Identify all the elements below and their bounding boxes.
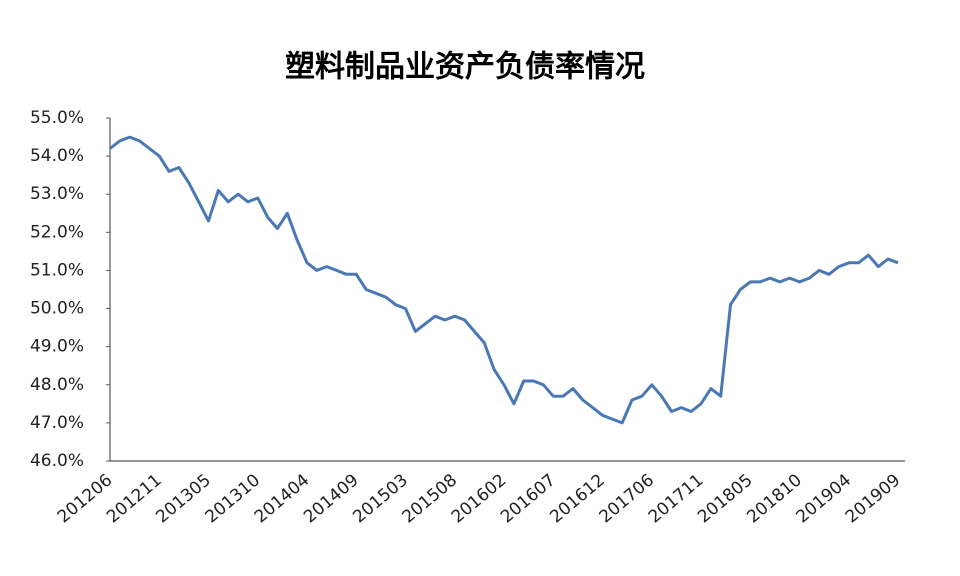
x-tick-label: 201404 — [251, 470, 314, 527]
x-tick-label: 201607 — [497, 470, 560, 527]
y-tick-label: 52.0% — [30, 222, 84, 242]
x-tick-label: 201805 — [694, 470, 757, 527]
y-tick-label: 49.0% — [30, 337, 84, 357]
x-tick-label: 201310 — [202, 470, 265, 527]
x-tick-label: 201508 — [399, 470, 462, 527]
data-line — [109, 135, 899, 425]
x-tick-label: 201909 — [842, 470, 905, 527]
x-tick-label: 201711 — [645, 470, 708, 527]
y-tick-label: 50.0% — [30, 299, 84, 319]
x-tick-label: 201602 — [448, 470, 511, 527]
y-tick-label: 47.0% — [30, 413, 84, 433]
chart-title: 塑料制品业资产负债率情况 — [285, 50, 645, 85]
x-tick-label: 201211 — [103, 470, 166, 527]
y-tick-label: 53.0% — [30, 184, 84, 204]
y-tick-label: 46.0% — [30, 451, 84, 471]
y-tick-label: 48.0% — [30, 375, 84, 395]
x-tick-label: 201305 — [152, 470, 215, 527]
y-tick-label: 51.0% — [30, 260, 84, 280]
x-tick-label: 201612 — [546, 470, 609, 527]
y-tick-label: 55.0% — [30, 108, 84, 128]
y-tick-label: 54.0% — [30, 146, 84, 166]
x-tick-label: 201904 — [793, 470, 856, 527]
x-tick-label: 201409 — [300, 470, 363, 527]
x-tick-label: 201503 — [349, 470, 412, 527]
x-tick-label: 201810 — [743, 470, 806, 527]
x-tick-label: 201206 — [54, 470, 117, 527]
x-tick-label: 201706 — [596, 470, 659, 527]
